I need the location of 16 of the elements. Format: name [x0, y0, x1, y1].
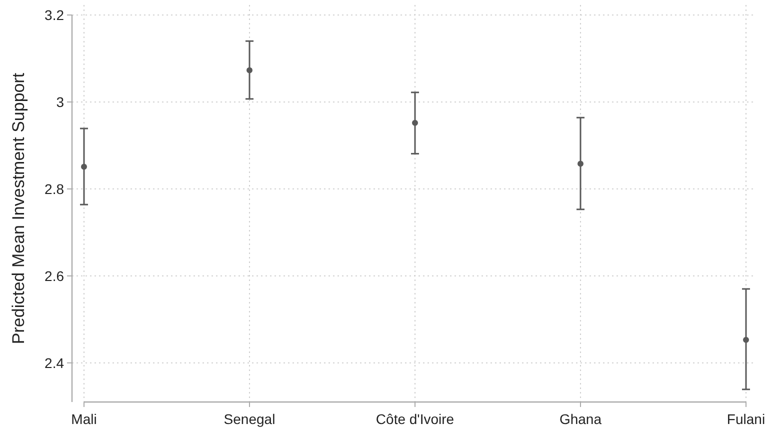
x-tick-label: Côte d'Ivoire [376, 411, 454, 427]
x-tick-label: Ghana [559, 411, 602, 427]
point [743, 336, 749, 343]
y-tick-label: 3 [56, 94, 64, 110]
y-tick-label: 2.8 [44, 180, 64, 197]
x-tick-label: Senegal [224, 411, 276, 427]
point [81, 164, 87, 170]
y-tick-label: 2.4 [44, 354, 64, 371]
x-tick-label: Fulani [726, 411, 766, 427]
point [578, 160, 584, 167]
x-tick-label: Mali [71, 411, 97, 427]
point [246, 67, 252, 74]
y-tick-label: 3.2 [44, 6, 64, 23]
point [412, 120, 418, 126]
y-tick-label: 2.6 [44, 268, 64, 284]
y-axis-title: Predicted Mean Investment Support [9, 72, 28, 344]
